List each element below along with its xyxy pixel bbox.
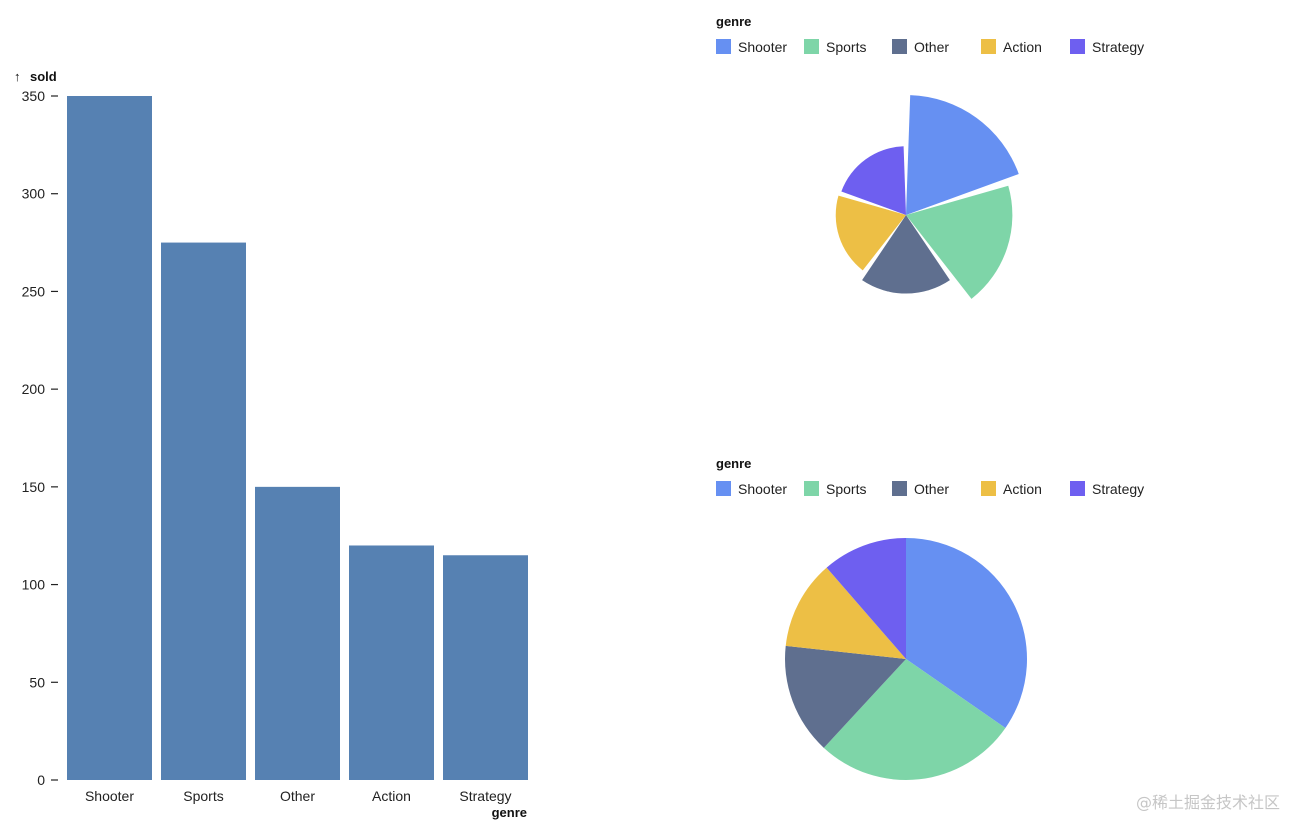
legend-swatch-other	[892, 39, 907, 54]
y-tick-label: 150	[22, 479, 46, 495]
legend-swatch-shooter	[716, 39, 731, 54]
rose-slice-shooter	[906, 95, 1019, 215]
pie-slice-strategy	[826, 538, 906, 659]
pie-slice-action	[785, 567, 906, 659]
legend-swatch-other	[892, 481, 907, 496]
legend-swatch-action	[981, 481, 996, 496]
x-tick-label: Shooter	[85, 788, 134, 804]
legend-label-strategy: Strategy	[1092, 39, 1144, 55]
legend-label-action: Action	[1003, 39, 1042, 55]
legend-swatch-strategy	[1070, 481, 1085, 496]
rose-series	[835, 95, 1019, 299]
legend-swatch-strategy	[1070, 39, 1085, 54]
watermark: @稀土掘金技术社区	[1135, 793, 1280, 812]
y-tick-label: 50	[29, 674, 45, 690]
bar-sports	[161, 242, 246, 781]
y-tick-label: 350	[22, 88, 46, 104]
legend-swatch-shooter	[716, 481, 731, 496]
legend-label-strategy: Strategy	[1092, 481, 1144, 497]
y-tick-label: 0	[37, 772, 45, 788]
legend-label-action: Action	[1003, 481, 1042, 497]
legend-swatch-action	[981, 39, 996, 54]
legend-swatch-sports	[804, 39, 819, 54]
y-axis-arrow: ↑	[14, 69, 21, 84]
pie-chart: genre Shooter Sports Other Action Strategy	[716, 456, 1144, 780]
pie-series	[785, 538, 1027, 780]
bar-chart: 0 50 100 150 200 250 300 350 Shooter Sports Other…	[14, 69, 528, 820]
y-tick-label: 200	[22, 381, 46, 397]
bar-series	[67, 96, 528, 781]
x-tick-label: Action	[372, 788, 411, 804]
legend-label-sports: Sports	[826, 39, 866, 55]
legend: Shooter Sports Other Action Strategy	[716, 481, 1144, 497]
y-axis-title: sold	[30, 69, 57, 84]
rose-slice-action	[835, 195, 906, 271]
rose-slice-other	[862, 215, 950, 294]
bar-strategy	[443, 555, 528, 780]
legend-label-other: Other	[914, 39, 949, 55]
y-tick-label: 100	[22, 577, 46, 593]
bar-shooter	[67, 96, 152, 780]
legend-swatch-sports	[804, 481, 819, 496]
x-tick-label: Sports	[183, 788, 223, 804]
legend-label-sports: Sports	[826, 481, 866, 497]
x-tick-label: Other	[280, 788, 315, 804]
pie-slice-sports	[823, 659, 1006, 780]
x-axis-title: genre	[492, 805, 527, 820]
legend-label-shooter: Shooter	[738, 39, 787, 55]
legend-label-other: Other	[914, 481, 949, 497]
y-tick-label: 300	[22, 186, 46, 202]
x-axis: Shooter Sports Other Action Strategy	[85, 788, 512, 804]
bar-other	[255, 486, 340, 780]
y-tick-label: 250	[22, 283, 46, 299]
pie-slice-shooter	[906, 538, 1027, 728]
bar-action	[349, 545, 434, 780]
rose-slice-strategy	[841, 146, 906, 215]
y-axis: 0 50 100 150 200 250 300 350	[22, 88, 58, 788]
pie-slice-other	[785, 645, 906, 748]
legend-title: genre	[716, 14, 751, 29]
rose-chart: genre Shooter Sports Other Action Strategy	[716, 14, 1144, 299]
legend: Shooter Sports Other Action Strategy	[716, 39, 1144, 55]
x-tick-label: Strategy	[459, 788, 511, 804]
legend-title: genre	[716, 456, 751, 471]
rose-slice-sports	[906, 185, 1013, 299]
legend-label-shooter: Shooter	[738, 481, 787, 497]
